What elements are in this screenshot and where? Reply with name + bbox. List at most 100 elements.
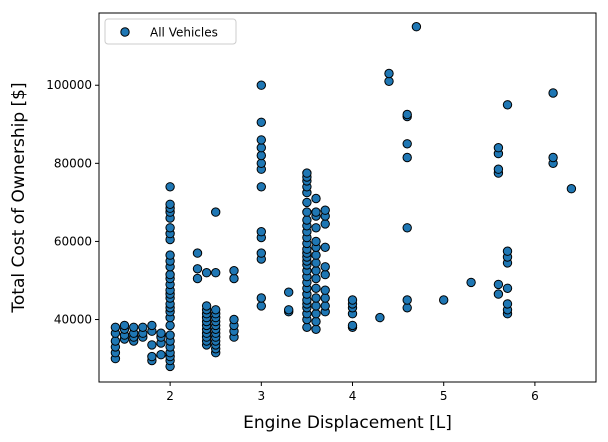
data-point <box>502 283 513 293</box>
data-point <box>320 205 330 215</box>
data-point <box>311 316 321 327</box>
legend-marker <box>120 27 130 37</box>
data-point <box>411 22 422 32</box>
legend: All Vehicles <box>104 18 237 45</box>
data-point <box>466 277 476 288</box>
data-point <box>165 269 175 280</box>
data-point <box>311 193 321 204</box>
data-point <box>493 164 504 174</box>
data-point <box>566 184 577 194</box>
y-tick-label: 100000 <box>46 78 92 92</box>
data-point <box>284 305 294 315</box>
data-points <box>110 22 577 372</box>
data-point <box>256 248 266 258</box>
data-point <box>402 109 412 120</box>
data-point <box>311 273 321 284</box>
data-point <box>156 328 166 338</box>
data-point <box>402 152 412 163</box>
data-point <box>439 295 449 305</box>
data-point <box>384 76 394 87</box>
data-point <box>320 269 330 280</box>
data-point <box>165 182 175 192</box>
data-point <box>320 293 330 303</box>
data-point <box>347 295 358 305</box>
data-point <box>110 336 121 346</box>
data-point <box>493 279 504 290</box>
data-point <box>201 301 212 311</box>
data-point <box>402 303 412 313</box>
data-point <box>320 285 330 295</box>
data-point <box>229 266 239 276</box>
data-point <box>311 250 321 260</box>
data-point <box>402 139 412 149</box>
y-axis-title: Total Cost of Ownership [$] <box>9 82 29 313</box>
data-point <box>256 158 266 169</box>
data-point <box>402 223 412 233</box>
data-point <box>384 68 394 79</box>
x-axis-title: Engine Displacement [L] <box>243 413 452 433</box>
data-point <box>548 88 558 98</box>
data-point <box>256 293 266 303</box>
data-point <box>192 273 203 284</box>
data-point <box>284 287 294 297</box>
y-tick-label: 40000 <box>54 313 92 327</box>
data-point <box>311 258 321 268</box>
data-point <box>493 289 504 299</box>
data-point <box>129 322 139 332</box>
data-point <box>211 268 221 278</box>
data-point <box>502 100 513 110</box>
x-tick-label: 3 <box>258 389 266 403</box>
data-point <box>502 299 513 309</box>
data-point <box>402 295 412 305</box>
data-point <box>229 314 239 325</box>
data-point <box>256 227 266 237</box>
data-point <box>256 117 266 128</box>
data-point <box>302 215 312 225</box>
data-point <box>165 330 175 340</box>
data-point <box>311 309 321 319</box>
data-point <box>311 301 321 311</box>
data-point <box>192 248 203 258</box>
plot-area <box>99 13 596 382</box>
data-point <box>165 223 175 233</box>
data-point <box>110 322 121 332</box>
data-point <box>147 320 157 331</box>
data-point <box>502 246 513 256</box>
data-point <box>320 262 330 272</box>
data-point <box>211 305 221 315</box>
data-point <box>256 135 266 145</box>
data-point <box>302 207 312 217</box>
y-tick-label: 80000 <box>54 156 92 170</box>
data-point <box>256 301 266 311</box>
data-point <box>311 283 321 293</box>
data-point <box>192 264 203 274</box>
data-point <box>311 324 321 334</box>
data-point <box>156 350 166 360</box>
data-point <box>119 320 130 331</box>
data-point <box>256 182 266 192</box>
x-axis-ticks: 2 3 4 5 6 <box>166 382 539 403</box>
data-point <box>311 223 321 233</box>
data-point <box>347 320 358 331</box>
data-point <box>302 322 312 332</box>
data-point <box>165 199 175 210</box>
data-point <box>311 293 321 303</box>
plot-frame <box>98 12 597 383</box>
data-point <box>165 320 175 331</box>
data-point <box>311 236 321 247</box>
x-tick-label: 6 <box>531 389 539 403</box>
data-point <box>256 143 266 153</box>
data-point <box>201 268 212 278</box>
y-tick-label: 60000 <box>54 234 92 248</box>
data-point <box>311 207 321 217</box>
data-point <box>256 80 266 90</box>
data-point <box>147 351 157 362</box>
data-point <box>256 150 266 161</box>
data-point <box>311 266 321 276</box>
data-point <box>211 207 221 217</box>
x-tick-label: 2 <box>166 389 174 403</box>
data-point <box>320 219 330 229</box>
data-point <box>165 250 175 260</box>
data-point <box>302 168 312 178</box>
